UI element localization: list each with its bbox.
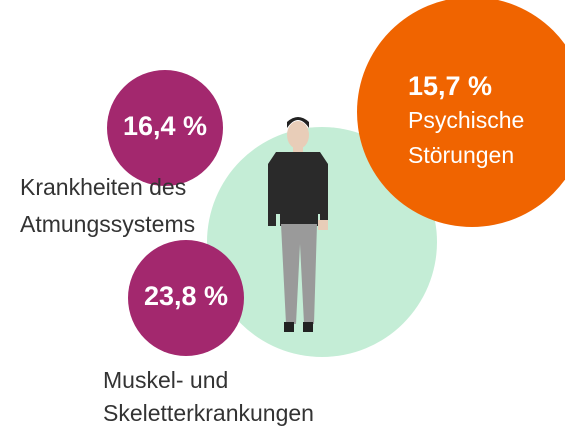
person-figure [268, 117, 328, 332]
value-label: 16,4 % [123, 111, 207, 141]
value-label: 23,8 % [144, 281, 228, 311]
category-label: Psychische [408, 107, 524, 133]
background-circle [207, 127, 437, 357]
purple-bubble [107, 70, 223, 186]
category-label: Krankheiten des [20, 174, 186, 200]
category-label: Störungen [408, 142, 514, 168]
category-label: Skeletterkrankungen [103, 400, 314, 426]
purple-bubble [128, 240, 244, 356]
orange-bubble [357, 0, 565, 227]
category-label: Muskel- und [103, 367, 228, 393]
category-label: Atmungssystems [20, 211, 195, 237]
value-label: 15,7 % [408, 71, 492, 101]
